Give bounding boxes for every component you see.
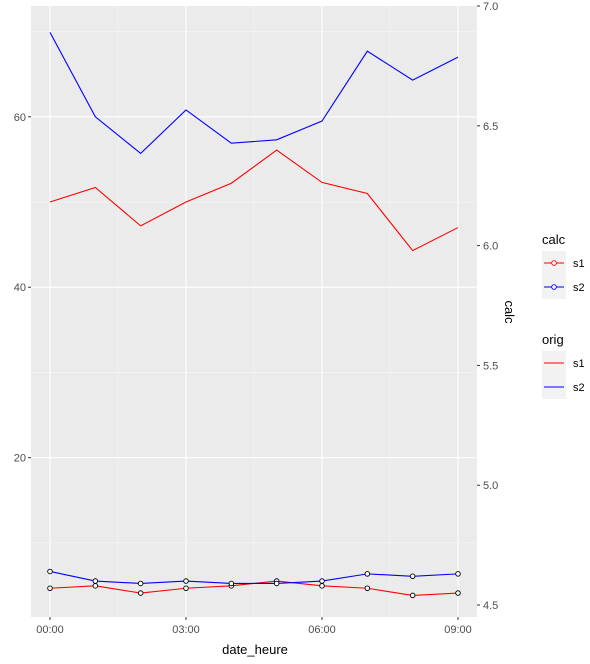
legend-label: s2 — [573, 282, 585, 294]
calc-series-s1-point — [455, 590, 461, 596]
legend-key-point — [551, 260, 557, 266]
calc-series-s2-point — [319, 578, 325, 584]
calc-series-s2-point — [92, 578, 99, 584]
calc-series-s1-point — [92, 583, 99, 589]
y-right-tick-label: 6.5 — [483, 121, 498, 133]
calc-series-s2-point — [409, 573, 416, 580]
calc-series-s1-point — [409, 592, 416, 599]
series-layer — [47, 32, 461, 599]
calc-series-s1-point — [137, 590, 144, 596]
x-tick-label: 06:00 — [308, 624, 336, 636]
y-right-tick-label: 4.5 — [483, 600, 498, 612]
calc-series-s2-point — [228, 580, 235, 587]
orig-series-s2-line — [49, 32, 459, 155]
legend-title: calc — [542, 232, 566, 247]
calc-series-s1-point — [364, 585, 371, 591]
y-left-tick-label: 20 — [14, 453, 26, 465]
calc-series-s1-point — [47, 585, 53, 591]
y-right-tick-label: 6.0 — [483, 241, 498, 253]
x-tick-label: 09:00 — [444, 624, 472, 636]
axes-layer: 20 40 60 4.5 5.0 5.5 6.0 6.5 7.0 00:00 03:00 06:00 0… — [14, 1, 499, 636]
calc-series-s2-point — [273, 580, 280, 587]
calc-series-s2-point — [47, 568, 53, 575]
calc-series-s2-point — [455, 571, 461, 577]
legend-title: orig — [542, 332, 564, 347]
y-right-tick-label: 5.0 — [483, 480, 498, 492]
calc-series-s2-point — [364, 571, 371, 577]
y-left-tick-label: 60 — [14, 112, 26, 124]
legend-label: s2 — [573, 382, 585, 394]
orig-series-s1-line — [49, 149, 459, 252]
legend-key-point — [551, 284, 557, 290]
legend-label: s1 — [573, 358, 585, 370]
calc-series-s1-point — [319, 583, 325, 589]
x-tick-label: 00:00 — [36, 624, 64, 636]
legend-label: s1 — [573, 258, 585, 270]
y-right-tick-label: 7.0 — [483, 1, 498, 13]
legend: calc s1 s2 orig s1 s2 — [542, 232, 585, 399]
x-axis-title: date_heure — [222, 642, 288, 657]
calc-series-s2-point — [137, 580, 144, 587]
y-right-tick-label: 5.5 — [483, 360, 498, 372]
grid-layer — [31, 6, 477, 617]
y-axis-right-title: calc — [502, 300, 517, 324]
calc-series-s2-point — [183, 578, 189, 584]
calc-series-s1-point — [183, 585, 189, 591]
y-left-tick-label: 40 — [14, 282, 26, 294]
calc-series-s2-line — [49, 570, 459, 585]
x-tick-label: 03:00 — [172, 624, 200, 636]
